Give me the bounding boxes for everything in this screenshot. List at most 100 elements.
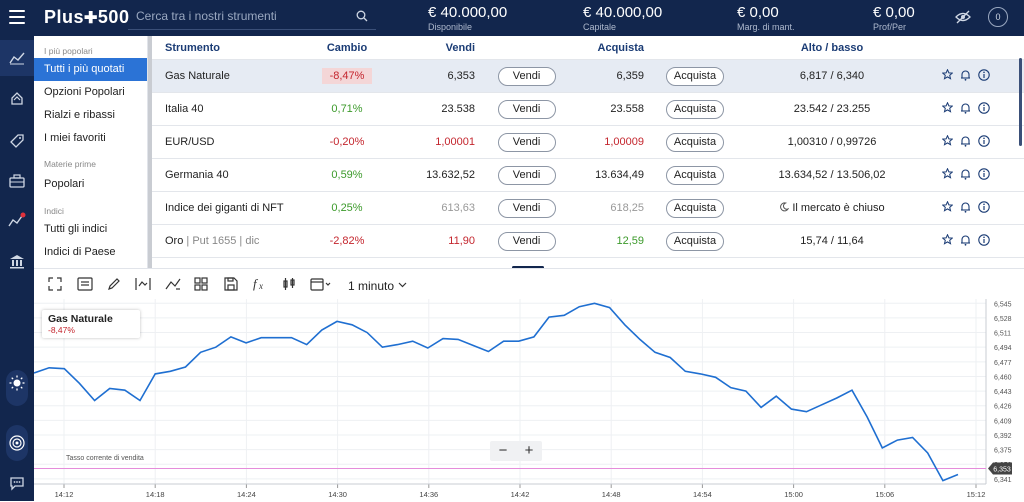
table-row[interactable]: Indice dei giganti di NFT 0,25% 613,63 V… [152,192,1024,225]
buy-button[interactable]: Acquista [666,66,724,86]
hamburger-menu-icon[interactable] [9,10,25,24]
info-icon[interactable] [978,200,990,216]
high-low-value: 6,817 / 6,340 [799,70,865,82]
hide-eye-icon[interactable] [955,10,971,27]
sell-button[interactable]: Vendi [497,132,556,152]
price-chart[interactable]: 6,545 6,528 6,511 6,494 6,477 6,460 6,443 6,426… [34,299,1024,502]
buy-price: 13.634,49 [595,169,644,181]
search-icon[interactable] [356,10,368,25]
table-row[interactable]: EUR/USD -0,20% 1,00001 Vendi 1,00009 Acq… [152,126,1024,159]
candlestick-icon[interactable] [282,277,296,294]
star-icon[interactable] [941,101,954,116]
col-instrument[interactable]: Strumento [165,41,220,54]
zoom-out-button[interactable]: − [498,442,508,459]
info-icon[interactable] [978,233,990,249]
y-tick-label: 6,392 [994,433,1012,440]
info-icon[interactable] [978,134,990,150]
bell-icon[interactable] [960,135,971,150]
target-toggle[interactable] [6,425,28,461]
table-row[interactable]: Germania 40 0,59% 13.632,52 Vendi 13.634… [152,159,1024,192]
y-tick-label: 6,545 [994,301,1012,308]
timeframe-select[interactable]: 1 minuto [348,277,407,293]
moon-icon [779,201,790,215]
pencil-draw-icon[interactable] [107,277,121,294]
star-icon[interactable] [941,134,954,149]
sell-button[interactable]: Vendi [497,99,556,119]
instrument-name: Indice dei giganti di NFT [165,202,284,214]
bell-icon[interactable] [960,168,971,183]
bank-icon[interactable] [0,243,34,279]
stat-label: Prof/Per [873,22,907,32]
instruments-table: Strumento Cambio Vendi Acquista Alto / b… [152,36,1024,268]
trade-arrows-icon[interactable] [0,81,34,117]
high-low-value: 15,74 / 11,64 [800,235,864,247]
tag-icon[interactable] [0,123,34,159]
bell-icon[interactable] [960,102,971,117]
nav-item-commodities-popular[interactable]: Popolari [44,178,85,190]
search-input[interactable] [128,4,348,28]
nav-scrollbar[interactable] [148,36,152,268]
table-row[interactable]: Oro | Put 1655 | dic -2,82% 11,90 Vendi … [152,225,1024,258]
sell-button[interactable]: Vendi [497,66,556,86]
change-value: 0,71% [331,103,363,115]
col-sell[interactable]: Vendi [445,41,475,54]
nav-item-all-indices[interactable]: Tutti gli indici [44,223,108,235]
y-tick-label: 6,375 [994,448,1012,455]
calendar-icon[interactable] [310,277,332,294]
portfolio-briefcase-icon[interactable] [0,163,34,199]
nav-item-risers-fallers[interactable]: Rialzi e ribassi [44,109,115,121]
table-scrollbar[interactable] [1019,58,1022,146]
col-high-low[interactable]: Alto / basso [800,41,864,54]
col-buy[interactable]: Acquista [597,41,644,54]
info-icon[interactable] [978,167,990,183]
bell-icon[interactable] [960,234,971,249]
buy-button[interactable]: Acquista [666,165,724,185]
target-icon [9,435,25,454]
info-icon[interactable] [978,101,990,117]
change-value: 0,25% [331,202,363,214]
info-icon[interactable] [978,68,990,84]
sell-button[interactable]: Vendi [497,165,556,185]
buy-button[interactable]: Acquista [666,99,724,119]
nav-item-favorites[interactable]: I miei favoriti [44,132,106,144]
nav-item-popular-options[interactable]: Opzioni Popolari [44,86,125,98]
chat-icon[interactable] [0,465,34,501]
col-change[interactable]: Cambio [326,41,368,54]
table-row[interactable]: Gas Naturale -8,47% 6,353 Vendi 6,359 Ac… [152,60,1024,93]
layout-grid-icon[interactable] [194,277,208,294]
buy-button[interactable]: Acquista [666,198,724,218]
top-bar: Plus✚500 € 40.000,00 Disponibile € 40.00… [0,0,1024,36]
trend-compare-icon[interactable] [165,277,181,294]
buy-button[interactable]: Acquista [666,231,724,251]
nav-item-most-quoted[interactable]: Tutti i più quotati [34,58,147,81]
stat-label: Marg. di mant. [737,22,795,32]
star-icon[interactable] [941,200,954,215]
star-icon[interactable] [941,167,954,182]
chart-trend-icon[interactable] [0,40,34,76]
notifications-badge[interactable]: 0 [988,7,1008,27]
save-icon[interactable] [224,277,238,294]
theme-toggle[interactable] [6,370,28,406]
table-row[interactable]: Italia 40 0,71% 23.538 Vendi 23.558 Acqu… [152,93,1024,126]
x-tick-label: 14:24 [237,490,256,499]
star-icon[interactable] [941,68,954,83]
buy-button[interactable]: Acquista [666,132,724,152]
fullscreen-icon[interactable] [48,277,62,294]
indicators-icon[interactable] [135,277,151,294]
splitter-handle[interactable] [512,266,544,269]
zoom-in-button[interactable]: + [524,442,534,459]
star-icon[interactable] [941,233,954,248]
nav-item-country-indices[interactable]: Indici di Paese [44,246,116,258]
sell-button[interactable]: Vendi [497,198,556,218]
bell-icon[interactable] [960,69,971,84]
alerts-trend-icon[interactable] [0,202,34,238]
sell-price: 23.538 [441,103,475,115]
y-tick-label: 6,460 [994,374,1012,381]
chart-news-icon[interactable] [77,277,93,294]
change-value: -0,20% [329,136,365,148]
legend-change: -8,47% [48,325,75,335]
bell-icon[interactable] [960,201,971,216]
sell-button[interactable]: Vendi [497,231,556,251]
